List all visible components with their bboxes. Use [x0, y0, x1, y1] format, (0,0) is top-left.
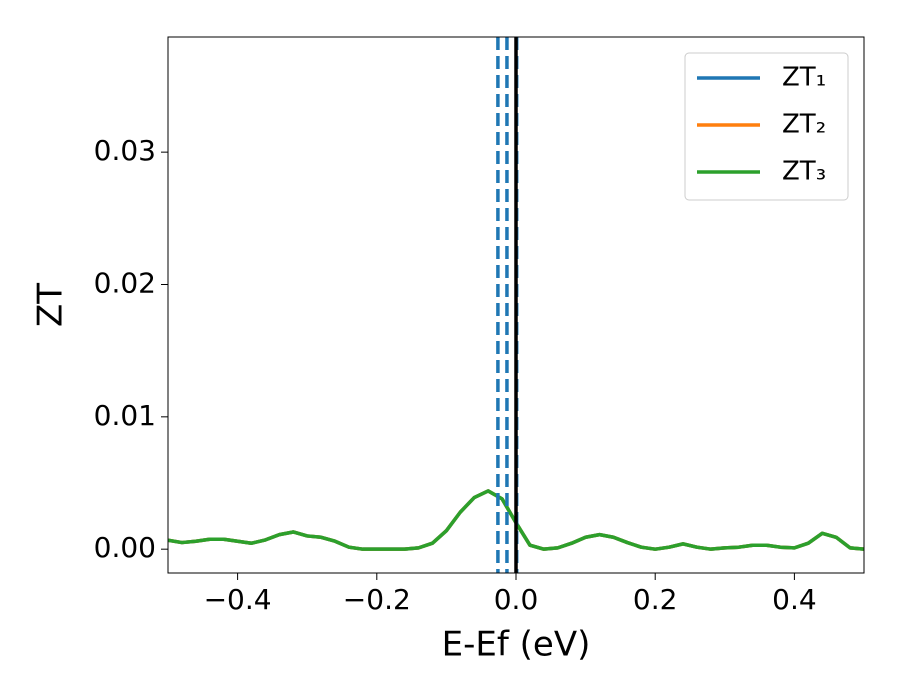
- y-tick-label: 0.00: [94, 531, 156, 564]
- x-tick-label: −0.2: [343, 583, 411, 616]
- y-tick-label: 0.01: [94, 399, 156, 432]
- legend-box: [684, 52, 849, 201]
- legend-label: ZT₂: [782, 110, 826, 140]
- x-tick-label: −0.4: [204, 583, 272, 616]
- legend-label: ZT₃: [782, 157, 826, 187]
- plot-frame: [167, 36, 865, 574]
- x-tick-label: 0.2: [633, 583, 678, 616]
- plot-area: [168, 37, 864, 573]
- x-tick-label: 0.4: [772, 583, 817, 616]
- y-tick-label: 0.03: [94, 134, 156, 167]
- legend-label: ZT₁: [782, 63, 826, 93]
- x-tick-label: 0.0: [494, 583, 539, 616]
- y-axis-label: ZT: [31, 283, 71, 327]
- y-tick-label: 0.02: [94, 266, 156, 299]
- x-axis-label: E-Ef (eV): [442, 625, 591, 665]
